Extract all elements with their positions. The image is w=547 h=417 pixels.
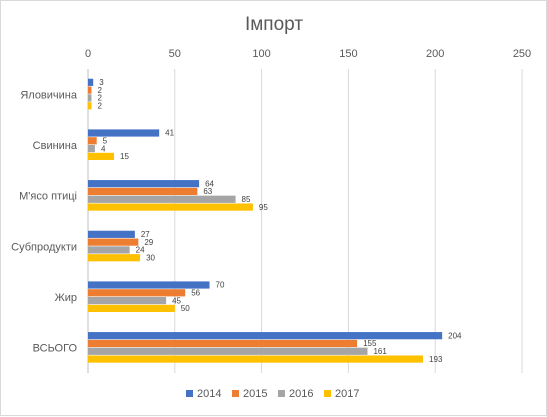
bar <box>88 145 95 153</box>
bar <box>88 180 200 188</box>
data-label: 63 <box>203 187 212 196</box>
data-label: 2 <box>97 86 102 95</box>
legend-label: 2017 <box>335 388 359 400</box>
legend-label: 2015 <box>243 388 267 400</box>
data-label: 155 <box>363 339 377 348</box>
data-label: 56 <box>191 289 200 298</box>
data-label: 5 <box>103 137 108 146</box>
bar <box>88 289 186 297</box>
x-tick-label: 50 <box>169 48 181 60</box>
legend-label: 2016 <box>289 388 313 400</box>
data-label: 64 <box>205 179 214 188</box>
data-label: 161 <box>373 347 387 356</box>
category-label: Жир <box>55 292 77 304</box>
data-label: 95 <box>259 203 268 212</box>
category-label: Свинина <box>33 140 78 152</box>
bar <box>88 203 253 211</box>
legend-swatch <box>232 390 239 397</box>
data-label: 3 <box>99 78 104 87</box>
x-tick-label: 200 <box>426 48 444 60</box>
data-label: 24 <box>136 246 145 255</box>
legend-swatch <box>186 390 193 397</box>
legend-swatch <box>324 390 331 397</box>
legend: 2014 2015 2016 2017 <box>186 388 359 400</box>
data-label: 30 <box>146 253 155 262</box>
category-label: Яловичина <box>20 89 78 101</box>
chart-title: Імпорт <box>245 14 303 35</box>
bar <box>88 246 130 254</box>
bar <box>88 297 167 305</box>
x-tick-label: 150 <box>339 48 357 60</box>
legend-swatch <box>278 390 285 397</box>
x-tick-label: 100 <box>252 48 270 60</box>
data-label: 50 <box>181 304 190 313</box>
bar <box>88 355 424 363</box>
x-axis-ticks: 0 50 100 150 200 250 <box>85 48 531 60</box>
data-label: 204 <box>448 331 462 340</box>
data-label: 15 <box>120 152 129 161</box>
bar <box>88 78 94 86</box>
data-label: 70 <box>216 281 225 290</box>
bar <box>88 254 141 262</box>
category-label: ВСЬОГО <box>33 343 78 355</box>
bar <box>88 238 139 246</box>
data-label: 2 <box>97 101 102 110</box>
bar <box>88 137 97 145</box>
bar <box>88 195 236 203</box>
bar <box>88 304 175 312</box>
data-label: 4 <box>101 144 106 153</box>
category-label: М'ясо птиці <box>19 191 77 203</box>
bar <box>88 102 92 110</box>
legend-label: 2014 <box>197 388 221 400</box>
bar <box>88 187 198 196</box>
bars <box>88 78 443 363</box>
bar <box>88 230 135 238</box>
data-label: 27 <box>141 230 150 239</box>
category-label: Субпродукти <box>11 241 77 253</box>
bar <box>88 129 160 137</box>
x-tick-label: 250 <box>513 48 531 60</box>
bar <box>88 339 358 348</box>
gridlines <box>87 69 523 373</box>
data-label: 45 <box>172 296 181 305</box>
bar <box>88 94 92 102</box>
data-label: 193 <box>429 355 443 364</box>
bar <box>88 152 115 160</box>
data-label: 41 <box>165 129 174 138</box>
data-label: 29 <box>144 238 153 247</box>
category-labels: Яловичина Свинина М'ясо птиці Субпродукти Жи… <box>11 89 78 354</box>
data-label: 2 <box>97 94 102 103</box>
bar <box>88 281 210 289</box>
bar <box>88 332 443 340</box>
x-tick-label: 0 <box>85 48 91 60</box>
bar <box>88 347 368 355</box>
bar <box>88 86 92 94</box>
data-label: 85 <box>242 195 251 204</box>
data-labels: 3222415415646385952729243070564550204155… <box>97 78 462 364</box>
